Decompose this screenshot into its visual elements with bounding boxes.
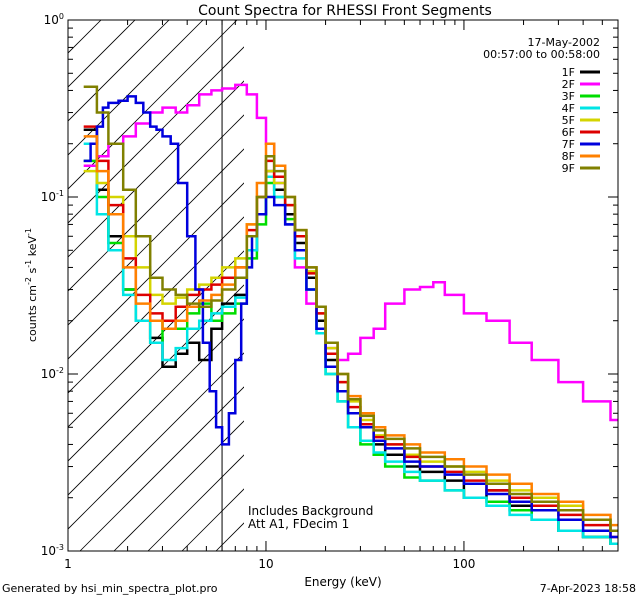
- legend-label-5F: 5F: [562, 114, 575, 127]
- y-tick-label: 10-2: [41, 366, 64, 381]
- y-tick-label: 10-3: [41, 543, 64, 558]
- hatch-line: [113, 420, 244, 551]
- series-line-5F: [83, 169, 618, 533]
- chart-title: Count Spectra for RHESSI Front Segments: [198, 3, 492, 19]
- series-line-4F: [83, 142, 618, 545]
- hatch-line: [68, 352, 244, 530]
- hatch-line: [68, 114, 244, 292]
- y-tick-label: 100: [44, 12, 64, 27]
- hatch-line: [147, 454, 244, 551]
- series-line-9F: [83, 85, 618, 533]
- x-tick-label: 10: [258, 557, 273, 571]
- legend-label-1F: 1F: [562, 66, 575, 79]
- legend-label-9F: 9F: [562, 162, 575, 175]
- x-axis-label: Energy (keV): [304, 575, 381, 589]
- legend-label-4F: 4F: [562, 102, 575, 115]
- x-tick-label: 100: [452, 557, 475, 571]
- hatch-line: [0, 0, 28, 551]
- series-line-6F: [83, 125, 618, 539]
- hatch-line: [68, 250, 244, 428]
- created-timestamp: 7-Apr-2023 18:58: [539, 582, 636, 595]
- legend-label-8F: 8F: [562, 150, 575, 163]
- legend-label-7F: 7F: [562, 138, 575, 151]
- hatch-line: [0, 0, 96, 551]
- plot-frame: [67, 19, 619, 552]
- hatch-line: [68, 216, 244, 394]
- hatch-line: [68, 20, 102, 54]
- legend-label-3F: 3F: [562, 90, 575, 103]
- hatch-line: [68, 20, 136, 88]
- hatch-line: [68, 318, 244, 496]
- hatch-line: [68, 80, 244, 258]
- hatch-line: [215, 522, 244, 551]
- hatch-line: [68, 20, 204, 156]
- hatch-line: [68, 20, 170, 122]
- series-line-3F: [83, 159, 618, 545]
- date-label: 17-May-2002: [528, 36, 600, 49]
- hatch-line: [68, 182, 244, 360]
- generated-by-label: Generated by hsi_min_spectra_plot.pro: [2, 582, 218, 595]
- y-axis-label: counts cm-2 s-1 keV-1: [24, 228, 39, 342]
- legend-label-2F: 2F: [562, 78, 575, 91]
- series-line-7F: [83, 95, 618, 539]
- hatch-line: [68, 284, 244, 462]
- series-line-1F: [83, 128, 618, 545]
- hatch-line: [79, 386, 244, 551]
- legend-label-6F: 6F: [562, 126, 575, 139]
- hatched-region: [0, 0, 244, 551]
- hatch-line: [68, 46, 244, 224]
- time-range-label: 00:57:00 to 00:58:00: [483, 48, 600, 61]
- hatch-line: [68, 20, 238, 190]
- annotation-background: Includes Background: [248, 504, 373, 518]
- hatch-line: [68, 148, 244, 326]
- y-tick-label: 10-1: [41, 189, 64, 204]
- annotation-attenuator: Att A1, FDecim 1: [248, 517, 349, 531]
- x-tick-label: 1: [64, 557, 72, 571]
